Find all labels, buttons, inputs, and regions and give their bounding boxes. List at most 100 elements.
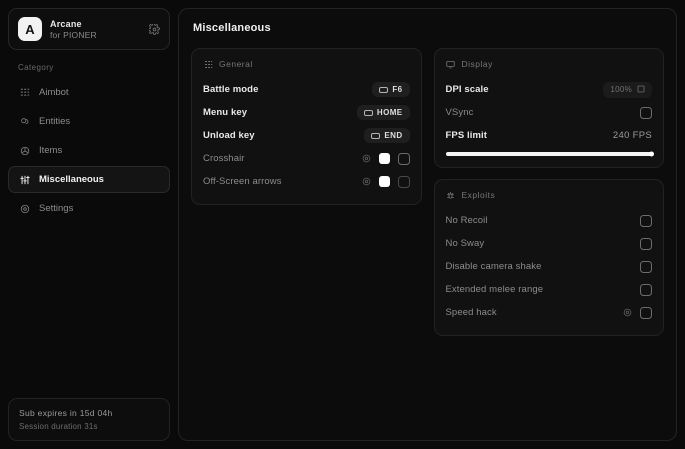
row-crosshair: Crosshair — [203, 147, 410, 170]
row-label: No Sway — [445, 238, 485, 249]
monitor-icon — [446, 59, 456, 69]
row-label: Battle mode — [203, 84, 259, 95]
offscreen-arrows-checkbox[interactable] — [397, 175, 410, 188]
panel-general-title: General — [219, 59, 253, 69]
row-controls — [362, 152, 410, 165]
sidebar-item-label: Settings — [39, 203, 74, 214]
row-offscreen-arrows: Off-Screen arrows — [203, 170, 410, 193]
left-column: General Battle mode F6 Menu key — [191, 48, 422, 205]
sidebar-item-label: Aimbot — [39, 87, 69, 98]
subscription-card: Sub expires in 15d 04h Session duration … — [8, 398, 170, 441]
sidebar-item-label: Entities — [39, 116, 71, 127]
panel-exploits: Exploits No Recoil No Sway Disable camer… — [433, 179, 664, 336]
panel-display: Display DPI scale 100% — [433, 48, 664, 168]
subscription-expiry: Sub expires in 15d 04h — [19, 408, 113, 418]
crosshair-checkbox[interactable] — [397, 152, 410, 165]
row-label: Speed hack — [445, 307, 497, 318]
keybind-value: F6 — [392, 85, 403, 94]
offscreen-arrows-color-swatch[interactable] — [378, 176, 390, 187]
extended-melee-range-checkbox[interactable] — [640, 283, 652, 296]
panel-exploits-title: Exploits — [461, 190, 496, 200]
keybind-value: END — [384, 131, 403, 140]
main-content: Miscellaneous General Battle mode — [178, 8, 677, 441]
sidebar-item-settings[interactable]: Settings — [8, 195, 170, 222]
vsync-checkbox[interactable] — [640, 106, 652, 119]
keybind-value: HOME — [376, 108, 403, 117]
box-icon — [19, 145, 30, 156]
row-controls: END — [364, 128, 410, 143]
row-no-sway: No Sway — [445, 232, 652, 255]
row-controls — [362, 175, 410, 188]
brand-name: Arcane — [50, 18, 82, 29]
keyboard-icon — [379, 86, 389, 93]
sidebar-item-entities[interactable]: Entities — [8, 108, 170, 135]
disable-camera-shake-checkbox[interactable] — [640, 260, 652, 273]
app-logo: A — [18, 17, 42, 41]
sidebar-nav: Aimbot Entities Items — [8, 79, 170, 222]
fps-limit-slider[interactable] — [445, 151, 654, 157]
row-label: Disable camera shake — [445, 261, 542, 272]
panel-display-title: Display — [461, 59, 493, 69]
menu-key-keybind[interactable]: HOME — [356, 105, 410, 120]
row-controls: F6 — [372, 82, 410, 97]
speed-hack-settings-gear-icon[interactable] — [623, 308, 632, 317]
unload-key-keybind[interactable]: END — [364, 128, 410, 143]
offscreen-arrows-settings-gear-icon[interactable] — [362, 177, 371, 186]
panel-exploits-header: Exploits — [446, 190, 653, 200]
session-duration: Session duration 31s — [19, 422, 98, 431]
fps-slider-fill — [445, 152, 652, 156]
panel-display-header: Display — [446, 59, 653, 69]
row-no-recoil: No Recoil — [445, 209, 652, 232]
row-label: Off-Screen arrows — [203, 176, 282, 187]
row-unload-key: Unload key END — [203, 124, 410, 147]
battle-mode-keybind[interactable]: F6 — [372, 82, 410, 97]
crosshair-color-swatch[interactable] — [378, 153, 390, 164]
keyboard-icon — [371, 132, 381, 139]
fps-slider-thumb[interactable] — [649, 151, 654, 157]
row-label: Crosshair — [203, 153, 245, 164]
crosshair-settings-gear-icon[interactable] — [362, 154, 371, 163]
sidebar-item-items[interactable]: Items — [8, 137, 170, 164]
brand-text: Arcane for PIONER — [50, 19, 141, 40]
entities-icon — [19, 116, 30, 127]
row-label: Extended melee range — [445, 284, 544, 295]
row-label: VSync — [445, 107, 474, 118]
no-sway-checkbox[interactable] — [640, 237, 652, 250]
gear-icon — [19, 203, 30, 214]
gear-icon[interactable] — [149, 23, 160, 35]
sidebar-item-miscellaneous[interactable]: Miscellaneous — [8, 166, 170, 193]
sidebar-item-aimbot[interactable]: Aimbot — [8, 79, 170, 106]
row-fps-limit: FPS limit 240 FPS — [446, 124, 653, 147]
brand-card[interactable]: A Arcane for PIONER — [8, 8, 170, 50]
row-label: Menu key — [203, 107, 248, 118]
row-label: DPI scale — [445, 84, 489, 95]
speed-hack-checkbox[interactable] — [640, 306, 652, 319]
bug-icon — [446, 190, 456, 200]
row-vsync: VSync — [445, 101, 652, 124]
dpi-scale-value-button[interactable]: 100% — [603, 81, 652, 98]
expand-icon — [637, 85, 645, 95]
panel-columns: General Battle mode F6 Menu key — [191, 48, 664, 336]
panel-general: General Battle mode F6 Menu key — [191, 48, 422, 205]
row-label: No Recoil — [445, 215, 488, 226]
sidebar-item-label: Items — [39, 145, 63, 156]
category-label: Category — [18, 63, 54, 72]
row-speed-hack: Speed hack — [445, 301, 652, 324]
row-battle-mode: Battle mode F6 — [203, 78, 410, 101]
keyboard-icon — [363, 109, 373, 116]
panel-general-header: General — [203, 59, 410, 69]
row-label: Unload key — [203, 130, 255, 141]
sidebar-item-label: Miscellaneous — [39, 174, 104, 185]
crosshair-grid-icon — [19, 87, 30, 98]
sidebar: A Arcane for PIONER Category Ai — [8, 8, 170, 441]
fps-limit-value: 240 FPS — [612, 130, 652, 141]
row-controls — [623, 306, 652, 319]
row-extended-melee-range: Extended melee range — [445, 278, 652, 301]
row-dpi-scale: DPI scale 100% — [445, 78, 652, 101]
row-disable-camera-shake: Disable camera shake — [445, 255, 652, 278]
brand-subtitle: for PIONER — [50, 29, 97, 40]
row-controls: HOME — [356, 105, 410, 120]
row-menu-key: Menu key HOME — [203, 101, 410, 124]
no-recoil-checkbox[interactable] — [640, 214, 652, 227]
